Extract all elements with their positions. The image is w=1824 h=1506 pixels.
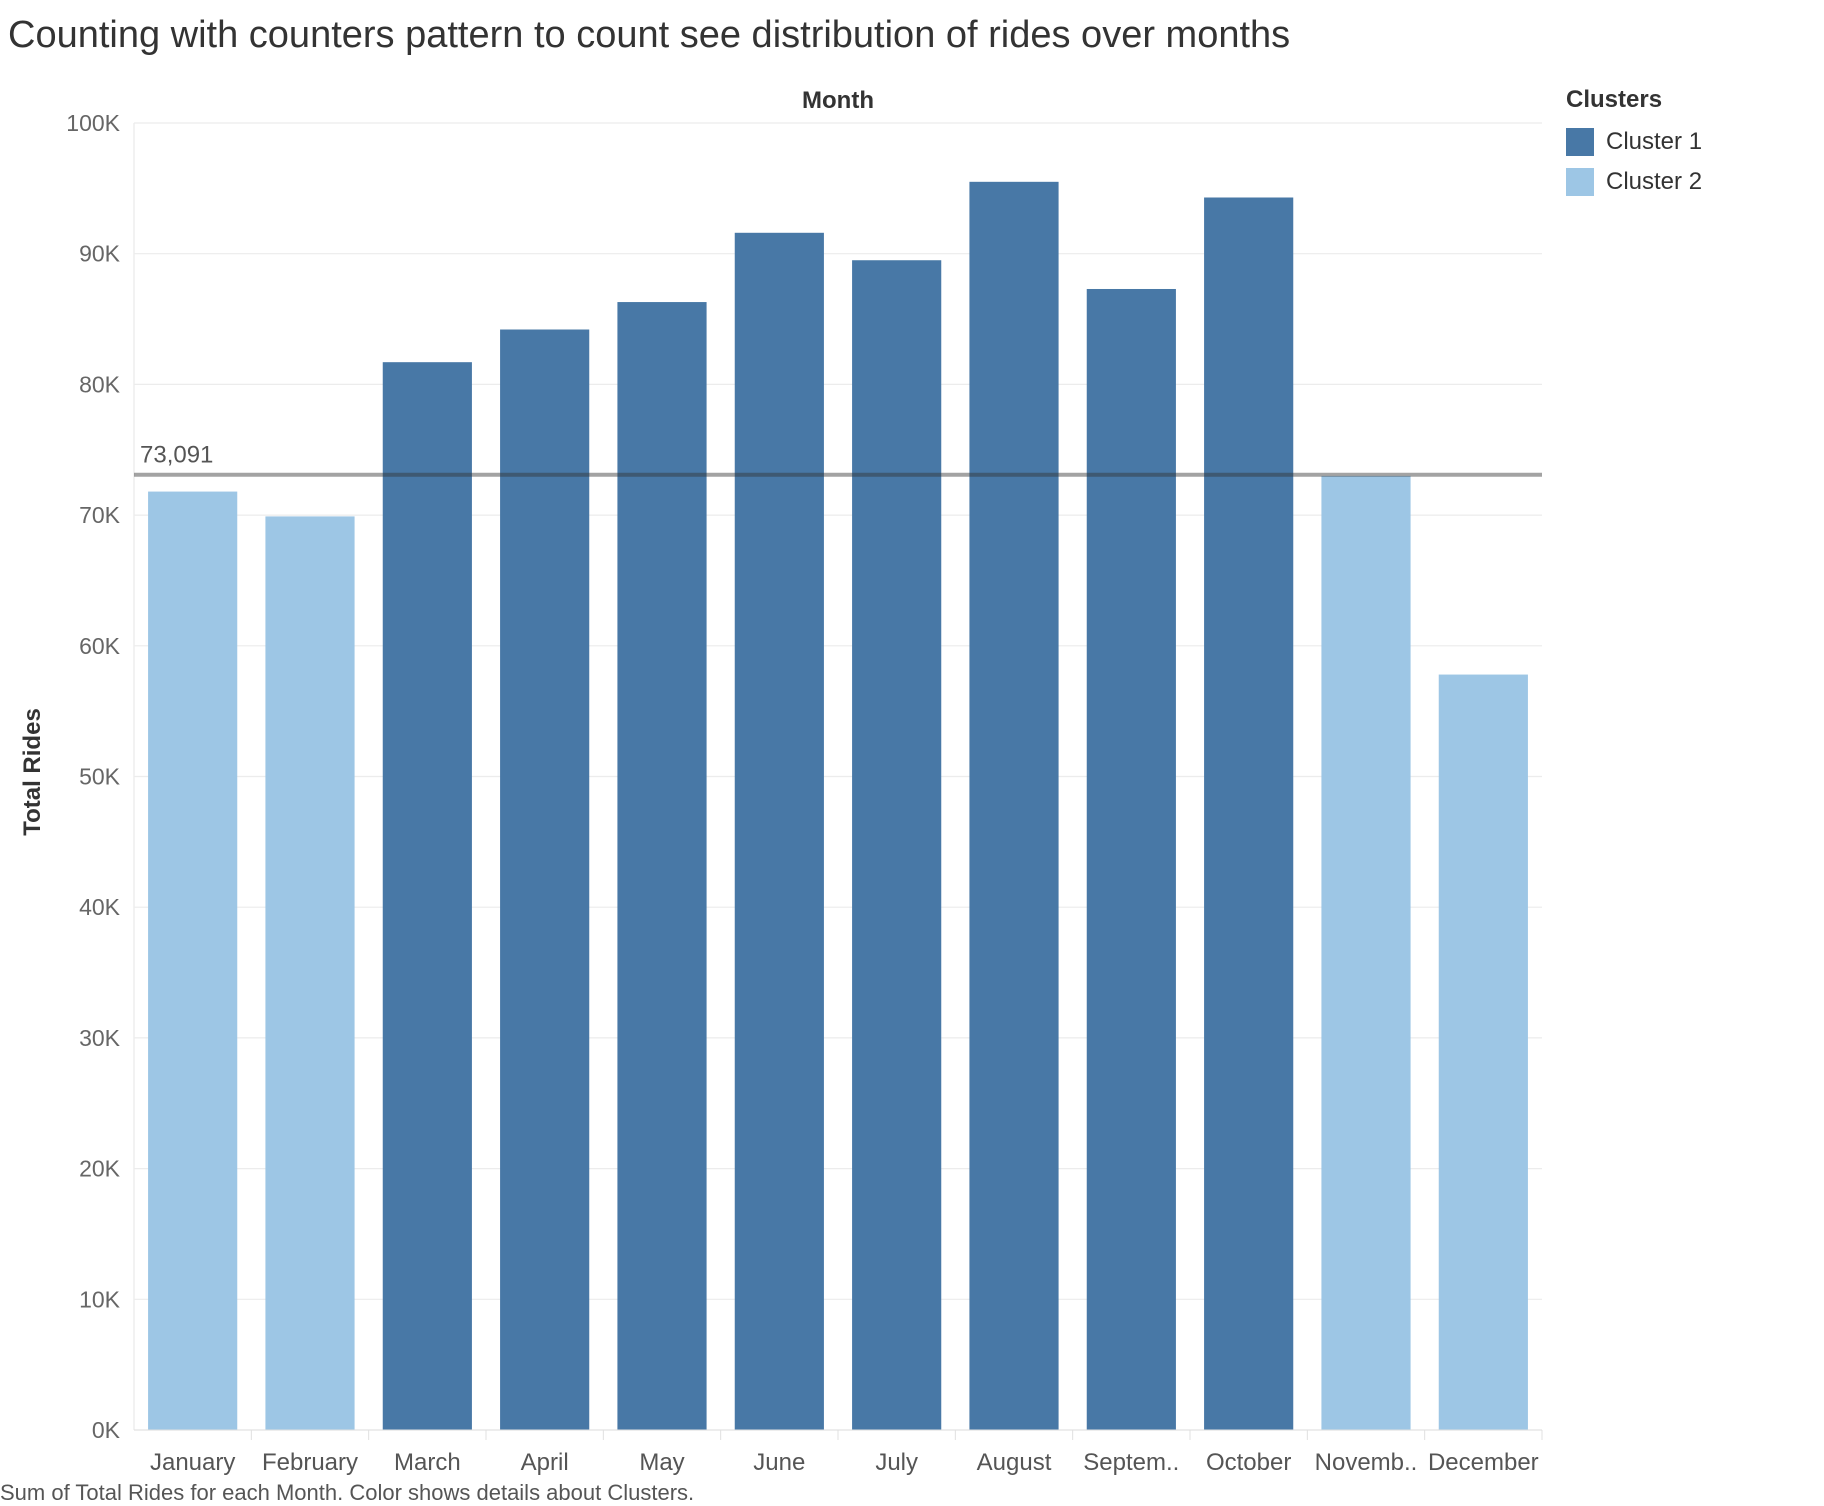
y-tick-label: 40K	[79, 894, 121, 920]
legend-swatch-cluster-1	[1566, 128, 1594, 156]
bar[interactable]	[500, 329, 590, 1431]
y-tick-label: 20K	[79, 1156, 121, 1182]
legend-title: Clusters	[1566, 86, 1663, 113]
bar[interactable]	[617, 302, 707, 1431]
y-tick-label: 60K	[79, 633, 121, 659]
y-tick-label: 0K	[92, 1417, 121, 1443]
x-tick-label: January	[150, 1449, 235, 1476]
y-tick-label: 80K	[79, 371, 121, 397]
bar[interactable]	[148, 491, 238, 1431]
bar[interactable]	[1321, 475, 1411, 1430]
x-tick-label: February	[262, 1449, 358, 1476]
x-tick-label: Septem..	[1083, 1449, 1179, 1476]
bar[interactable]	[265, 516, 355, 1430]
y-axis-ticks: 0K 10K 20K 30K 40K 50K 60K 70K 80K 90K 100K	[66, 110, 120, 1443]
chart-caption: Sum of Total Rides for each Month. Color…	[0, 1480, 695, 1505]
bars	[148, 181, 1528, 1431]
x-tick-label: December	[1428, 1449, 1539, 1476]
bar[interactable]	[1438, 674, 1528, 1430]
bar[interactable]	[1086, 288, 1176, 1430]
y-tick-label: 70K	[79, 502, 121, 528]
x-tick-label: October	[1206, 1449, 1291, 1476]
legend: Clusters Cluster 1 Cluster 2	[1566, 86, 1702, 202]
x-tick-label: May	[639, 1449, 684, 1476]
x-tick-label: August	[977, 1449, 1052, 1476]
bar[interactable]	[734, 232, 824, 1431]
y-tick-label: 30K	[79, 1025, 121, 1051]
y-tick-label: 100K	[66, 110, 120, 136]
x-tick-label: Novemb..	[1315, 1449, 1418, 1476]
x-axis-ticks: January February March April May June July Augu…	[134, 1429, 1543, 1476]
reference-line-label: 73,091	[140, 442, 213, 469]
y-tick-label: 10K	[79, 1286, 121, 1312]
legend-label-cluster-1: Cluster 1	[1606, 128, 1703, 155]
bar[interactable]	[969, 181, 1059, 1431]
x-axis-title: Month	[802, 87, 874, 114]
x-tick-label: March	[394, 1449, 461, 1476]
legend-swatch-cluster-2	[1566, 168, 1594, 196]
y-tick-label: 50K	[79, 764, 121, 790]
legend-item-cluster-1[interactable]: Cluster 1	[1566, 122, 1702, 162]
reference-line-group: 73,091	[134, 442, 1542, 477]
legend-item-cluster-2[interactable]: Cluster 2	[1566, 162, 1702, 202]
y-axis-title: Total Rides	[19, 708, 46, 836]
y-tick-label: 90K	[79, 241, 121, 267]
x-tick-label: July	[875, 1449, 918, 1476]
x-tick-label: June	[753, 1449, 805, 1476]
bar[interactable]	[382, 362, 472, 1430]
bar[interactable]	[1204, 197, 1294, 1430]
legend-label-cluster-2: Cluster 2	[1606, 168, 1703, 195]
chart-title: Counting with counters pattern to count …	[8, 14, 1291, 56]
bar[interactable]	[852, 260, 942, 1430]
x-tick-label: April	[521, 1449, 569, 1476]
